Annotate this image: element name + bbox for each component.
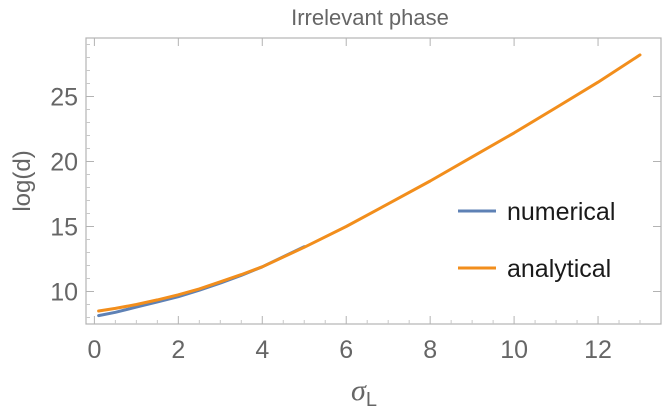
plot-frame: [85, 37, 662, 325]
x-tick-label: 2: [171, 336, 185, 364]
x-axis-label: σL: [351, 374, 377, 410]
x-tick-label: 4: [255, 336, 269, 364]
x-axis-ticks: 0 2 4 6 8 10 12: [87, 38, 641, 364]
x-axis-label-subscript: L: [366, 389, 377, 410]
legend-label-analytical: analytical: [507, 255, 611, 283]
x-axis-label-symbol: σ: [351, 374, 367, 407]
y-axis-label: log(d): [9, 150, 36, 211]
y-tick-label: 25: [50, 84, 78, 112]
y-tick-label: 20: [50, 149, 78, 177]
chart-title: Irrelevant phase: [291, 5, 449, 30]
y-tick-label: 10: [50, 279, 78, 307]
y-tick-label: 15: [50, 214, 78, 242]
x-tick-label: 8: [423, 336, 437, 364]
x-tick-label: 6: [339, 336, 353, 364]
x-tick-label: 10: [500, 336, 528, 364]
series-line-analytical: [97, 53, 642, 313]
x-tick-label: 0: [87, 336, 101, 364]
series-lines: [97, 53, 642, 318]
legend: numerical analytical: [458, 198, 615, 283]
y-axis-ticks: 10 15 20 25: [50, 44, 661, 318]
x-tick-label: 12: [584, 336, 612, 364]
legend-label-numerical: numerical: [507, 198, 615, 226]
